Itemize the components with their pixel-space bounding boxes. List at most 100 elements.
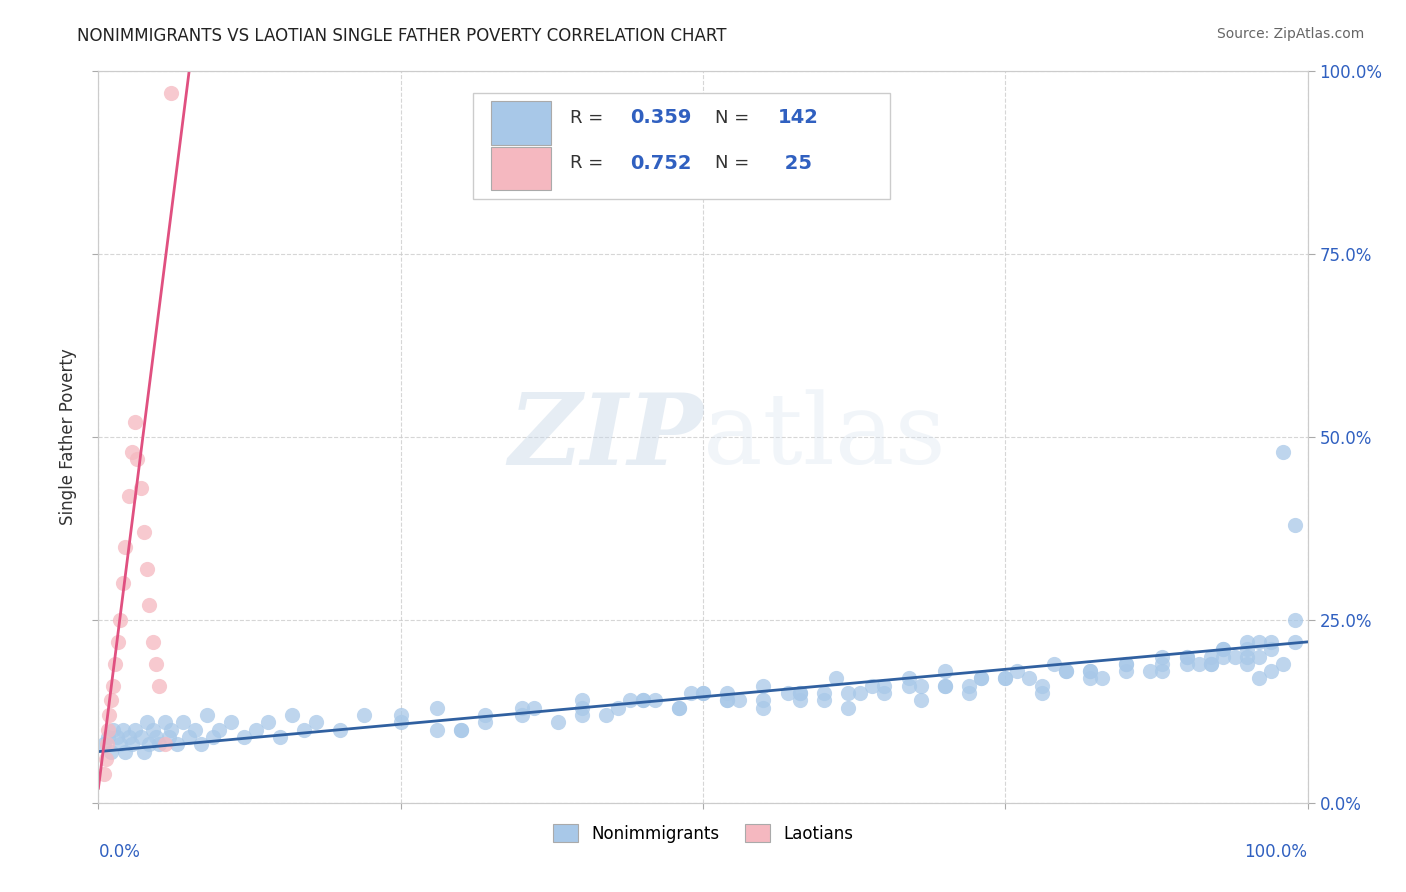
Point [1236,657,1258,671]
Point [450,723,472,737]
Point [97,723,120,737]
Point [145,730,167,744]
Point [281,708,304,723]
Point [208,723,231,737]
Text: N =: N = [716,154,755,172]
Point [221,715,243,730]
Point [668,700,690,714]
Point [970,672,993,686]
Point [121,737,143,751]
Point [1260,642,1282,657]
Text: 142: 142 [778,108,818,127]
Point [1007,664,1029,678]
Point [813,693,835,707]
Point [1115,657,1137,671]
Point [813,686,835,700]
Point [970,672,993,686]
Point [873,686,896,700]
Point [934,679,956,693]
Point [571,700,593,714]
Point [160,723,183,737]
Point [121,444,143,458]
Point [644,693,666,707]
Text: R =: R = [569,154,609,172]
Point [1236,642,1258,657]
Point [571,708,593,723]
Point [135,715,157,730]
Point [1249,635,1271,649]
Point [957,686,980,700]
Point [728,693,751,707]
Point [571,693,593,707]
FancyBboxPatch shape [474,94,890,200]
Text: atlas: atlas [703,389,946,485]
Point [716,693,738,707]
Point [510,708,533,723]
Point [256,715,278,730]
Point [1272,657,1295,671]
Point [1236,635,1258,649]
Point [129,730,152,744]
Point [1115,657,1137,671]
Point [107,635,129,649]
Point [100,745,122,759]
Point [1018,672,1040,686]
Point [157,730,180,744]
Point [1078,664,1101,678]
Point [934,664,956,678]
Point [595,708,617,723]
Point [1260,635,1282,649]
Point [129,481,152,495]
Point [160,87,183,101]
Point [145,657,167,671]
Point [789,686,811,700]
Point [619,693,641,707]
Point [1175,649,1198,664]
Point [127,452,149,467]
Point [389,708,412,723]
Point [1199,657,1222,671]
Point [789,686,811,700]
Point [105,730,128,744]
Point [1212,649,1234,664]
Point [897,672,920,686]
Point [1249,672,1271,686]
FancyBboxPatch shape [492,147,551,190]
Point [148,737,170,751]
Point [825,672,848,686]
Point [1139,664,1161,678]
Point [179,730,201,744]
Point [1284,635,1306,649]
Point [668,700,690,714]
Point [111,576,134,591]
Point [101,679,124,693]
Point [1175,657,1198,671]
Point [94,752,117,766]
Point [118,489,141,503]
Point [134,525,156,540]
Point [873,679,896,693]
Point [1031,686,1053,700]
Point [1042,657,1064,671]
Point [1199,657,1222,671]
Text: Source: ZipAtlas.com: Source: ZipAtlas.com [1216,27,1364,41]
Point [1249,649,1271,664]
Point [305,715,328,730]
Point [245,723,267,737]
Point [138,737,160,751]
Point [97,730,120,744]
Point [190,737,212,751]
Point [1078,672,1101,686]
Point [98,708,121,723]
Point [752,679,775,693]
Point [124,416,146,430]
Point [692,686,714,700]
Point [450,723,472,737]
Point [1284,517,1306,532]
Point [716,693,738,707]
Point [776,686,799,700]
Point [1236,649,1258,664]
Point [910,693,932,707]
Point [111,723,134,737]
Y-axis label: Single Father Poverty: Single Father Poverty [59,349,77,525]
